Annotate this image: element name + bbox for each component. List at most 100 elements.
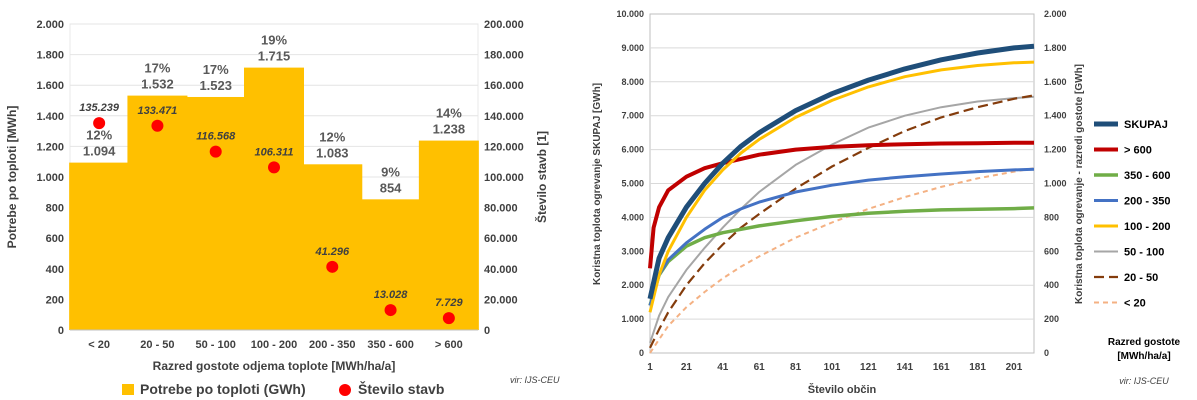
bar-percent-label: 12% — [86, 128, 112, 143]
y-tick-label: 1.400 — [36, 111, 64, 123]
legend-label: 20 - 50 — [1124, 272, 1158, 284]
right-y-axis-ticks: 0 20.000 40.000 60.000 80.000 100.000 120.000 1… — [484, 19, 524, 337]
legend-label: < 20 — [1124, 298, 1146, 310]
series-line — [649, 167, 1035, 354]
legend-title-line1: Razred gostote — [1108, 337, 1181, 348]
y2-tick-label: 20.000 — [484, 294, 518, 306]
bar-value-label: 854 — [380, 180, 402, 195]
y-tick-label: 0 — [639, 348, 644, 358]
line-series — [647, 43, 1035, 354]
y-tick-label: 8.000 — [621, 77, 644, 87]
heat-demand-bar-chart: 12%1.09417%1.53217%1.52319%1.71512%1.083… — [5, 19, 560, 397]
y2-tick-label: 0 — [484, 325, 490, 337]
x-tick-label: 1 — [647, 362, 653, 373]
y-tick-label: 1.600 — [36, 80, 64, 92]
right-y-axis-ticks: 0 200 400 600 800 1.000 1.200 1.400 1.600 1.800 2.… — [1044, 9, 1067, 358]
bar-value-label: 1.083 — [316, 145, 349, 160]
y-tick-label: 1.000 — [621, 314, 644, 324]
legend-dot-marker — [339, 384, 351, 396]
y-tick-label: 5.000 — [621, 179, 644, 189]
x-tick-label: 41 — [717, 362, 729, 373]
bar-value-label: 1.523 — [199, 78, 232, 93]
y2-tick-label: 1.000 — [1044, 179, 1067, 189]
y-axis-title: Koristna toplota ogrevanje SKUPAJ [GWh] — [592, 83, 603, 285]
y-tick-label: 800 — [46, 203, 64, 215]
y-axis-title: Potrebe po toploti [MWh] — [5, 106, 19, 249]
y-tick-label: 10.000 — [616, 9, 644, 19]
series-line — [648, 206, 1035, 307]
legend-label: 200 - 350 — [1124, 196, 1170, 208]
y2-tick-label: 80.000 — [484, 203, 518, 215]
y-tick-label: 1.800 — [36, 50, 64, 62]
x-tick-label: 61 — [754, 362, 766, 373]
source-note: vir: IJS-CEU — [510, 375, 560, 385]
y2-tick-label: 1.800 — [1044, 43, 1067, 53]
bar-percent-label: 17% — [144, 61, 170, 76]
x-tick-label: 201 — [1006, 362, 1023, 373]
y-tick-label: 600 — [46, 233, 64, 245]
y-tick-label: 400 — [46, 264, 64, 276]
x-tick-label: 161 — [933, 362, 950, 373]
building-count-label: 7.729 — [435, 297, 463, 309]
y2-tick-label: 400 — [1044, 280, 1059, 290]
left-y-axis-ticks: 0 200 400 600 800 1.000 1.200 1.400 1.600 1.800 2.… — [36, 19, 64, 337]
building-count-label: 116.568 — [196, 131, 236, 143]
y-tick-label: 1.200 — [36, 141, 64, 153]
x-tick-label: 20 - 50 — [140, 339, 174, 351]
right-gridlines — [650, 47, 1034, 320]
y2-tick-label: 140.000 — [484, 111, 524, 123]
bar — [244, 67, 304, 330]
x-axis-title: Razred gostote odjema toplote [MWh/ha/a] — [153, 359, 396, 373]
legend-title-line2: [MWh/ha/a] — [1117, 351, 1170, 362]
building-count-dot — [93, 117, 106, 130]
building-count-label: 13.028 — [374, 289, 409, 301]
y2-tick-label: 1.200 — [1044, 145, 1067, 155]
bar-value-label: 1.094 — [83, 144, 116, 159]
legend-label: 50 - 100 — [1124, 247, 1164, 259]
building-count-dot — [151, 119, 164, 132]
y2-axis-title: Koristna toplota ogrevanje - razredi gos… — [1074, 64, 1085, 304]
building-count-label: 133.471 — [138, 105, 178, 117]
y-tick-label: 2.000 — [621, 280, 644, 290]
series-line — [648, 167, 1035, 306]
y2-tick-label: 200.000 — [484, 19, 524, 31]
legend-label: SKUPAJ — [1124, 119, 1168, 131]
y2-tick-label: 160.000 — [484, 80, 524, 92]
legend-label: 350 - 600 — [1124, 170, 1170, 182]
building-count-series — [93, 117, 455, 325]
bar — [302, 164, 363, 330]
x-tick-label: 81 — [790, 362, 802, 373]
building-count-label: 41.296 — [314, 246, 350, 258]
legend-dot-label: Število stavb — [358, 380, 444, 397]
series-line — [648, 140, 1034, 269]
y2-tick-label: 2.000 — [1044, 9, 1067, 19]
x-tick-label: 21 — [681, 362, 693, 373]
x-tick-label: > 600 — [435, 339, 463, 351]
y-tick-label: 4.000 — [621, 212, 644, 222]
legend: SKUPAJ > 600 350 - 600 200 - 350 100 - 200 50… — [1094, 119, 1170, 310]
x-tick-label: 181 — [969, 362, 986, 373]
series-line — [649, 95, 1035, 344]
x-tick-label: 121 — [860, 362, 877, 373]
y-tick-label: 1.000 — [36, 172, 64, 184]
y-tick-label: 3.000 — [621, 246, 644, 256]
building-count-dot — [326, 260, 339, 273]
bar — [69, 162, 130, 330]
y-tick-label: 6.000 — [621, 145, 644, 155]
y-tick-label: 2.000 — [36, 19, 64, 31]
x-tick-label: 200 - 350 — [309, 339, 355, 351]
bar-value-label: 1.532 — [141, 77, 174, 92]
y-tick-label: 0 — [58, 325, 64, 337]
y2-tick-label: 100.000 — [484, 172, 524, 184]
bar-value-label: 1.238 — [433, 122, 466, 137]
building-count-dot — [384, 304, 397, 317]
legend-label: > 600 — [1124, 145, 1152, 157]
building-count-dot — [442, 312, 455, 325]
x-axis-ticks: 1 21 41 61 81 101 121 141 161 181 201 — [647, 362, 1023, 373]
y2-tick-label: 60.000 — [484, 233, 518, 245]
y2-tick-label: 200 — [1044, 314, 1059, 324]
legend-bar-swatch — [122, 384, 134, 395]
x-tick-label: 101 — [824, 362, 841, 373]
bar-percent-label: 17% — [203, 62, 229, 77]
x-axis-title: Število občin — [808, 383, 877, 396]
